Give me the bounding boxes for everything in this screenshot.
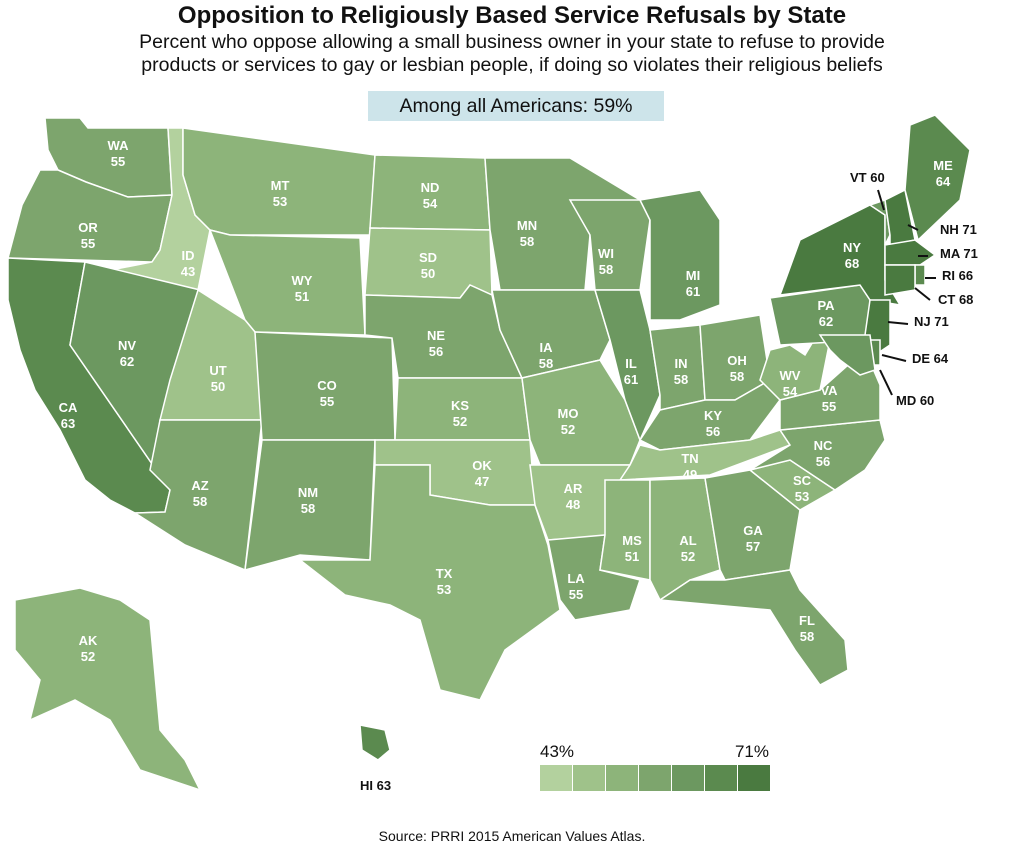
leader-line-de: [881, 354, 907, 362]
legend-swatch: [738, 765, 770, 791]
state-md: [818, 334, 876, 376]
label-mt: MT 53: [271, 178, 290, 209]
legend-swatch: [705, 765, 737, 791]
state-mi: [638, 189, 721, 321]
label-or: OR 55: [78, 220, 98, 251]
label-az: AZ 58: [191, 478, 208, 509]
state-fl: [657, 569, 849, 686]
label-ak: AK 52: [79, 633, 98, 664]
state-az: [132, 419, 263, 572]
label-nv: NV 62: [118, 338, 136, 369]
source-note: Source: PRRI 2015 American Values Atlas.: [378, 828, 646, 844]
label-mn: MN 58: [517, 218, 537, 249]
label-wi: WI 58: [598, 246, 614, 277]
label-tn: TN 49: [681, 451, 698, 482]
state-ct: [884, 264, 916, 296]
leader-line-nh: [907, 224, 919, 231]
label-wy: WY 51: [292, 273, 313, 304]
legend: 43% 71%: [540, 742, 770, 791]
leader-line-nj: [887, 321, 909, 325]
subtitle-line-1: Percent who oppose allowing a small busi…: [139, 31, 885, 53]
legend-swatch: [639, 765, 671, 791]
label-id: ID 43: [181, 248, 195, 279]
label-va: VA 55: [820, 383, 838, 414]
legend-min-label: 43%: [540, 742, 574, 761]
label-ks: KS 52: [451, 398, 469, 429]
state-mo: [521, 359, 641, 466]
label-mo: MO 52: [558, 406, 579, 437]
label-ct: CT 68: [938, 292, 973, 307]
label-nj: NJ 71: [914, 314, 949, 329]
state-ak: [14, 587, 202, 792]
label-ca: CA 63: [59, 400, 78, 431]
label-ia: IA 58: [539, 340, 553, 371]
state-shapes: [7, 114, 971, 792]
label-ar: AR 48: [564, 481, 583, 512]
label-wa: WA 55: [108, 138, 130, 169]
chart-subtitle: Percent who oppose allowing a small busi…: [0, 31, 1024, 77]
state-tx: [297, 464, 561, 701]
subtitle-line-2: products or services to gay or lesbian p…: [141, 54, 883, 76]
state-ri: [914, 264, 926, 286]
label-ri: RI 66: [942, 268, 973, 283]
state-vt: [868, 199, 891, 246]
label-vt: VT 60: [850, 170, 885, 185]
label-nc: NC 56: [814, 438, 833, 469]
label-nh: NH 71: [940, 222, 977, 237]
chart-title: Opposition to Religiously Based Service …: [177, 2, 847, 29]
label-wv: WV 54: [780, 368, 801, 399]
label-ne: NE 56: [427, 328, 445, 359]
label-sc: SC 53: [793, 473, 812, 504]
leader-line-vt: [877, 189, 885, 211]
state-nc: [749, 419, 886, 491]
leader-line-md: [879, 369, 893, 396]
label-nd: ND 54: [421, 180, 440, 211]
label-la: LA 55: [567, 571, 585, 602]
label-hi: HI 63: [360, 778, 391, 793]
label-co: CO 55: [317, 378, 337, 409]
state-ms: [599, 479, 651, 581]
label-ga: GA 57: [743, 523, 763, 554]
label-al: AL 52: [679, 533, 696, 564]
legend-swatch: [540, 765, 572, 791]
overall-callout: Among all Americans: 59%: [368, 91, 664, 121]
label-mi: MI 61: [686, 268, 700, 299]
label-ut: UT 50: [209, 363, 226, 394]
state-me: [904, 114, 971, 242]
label-ok: OK 47: [472, 458, 492, 489]
label-nm: NM 58: [298, 485, 318, 516]
leader-line-ct: [914, 287, 931, 301]
label-ms: MS 51: [622, 533, 642, 564]
state-mn: [484, 157, 642, 291]
label-pa: PA 62: [817, 298, 835, 329]
label-sd: SD 50: [419, 250, 437, 281]
legend-swatch: [573, 765, 605, 791]
state-labels: WA 55 OR 55 CA 63 ID 43 NV 62 MT 53 WY 51 UT 50 AZ 58 CO 55…: [59, 138, 978, 793]
legend-max-label: 71%: [735, 742, 769, 761]
label-ma: MA 71: [940, 246, 978, 261]
label-il: IL 61: [624, 356, 638, 387]
state-hi: [359, 724, 391, 761]
legend-swatch: [606, 765, 638, 791]
state-il: [593, 289, 661, 442]
label-in: IN 58: [674, 356, 688, 387]
label-de: DE 64: [912, 351, 949, 366]
label-md: MD 60: [896, 393, 934, 408]
label-ny: NY 68: [843, 240, 861, 271]
state-nm: [244, 439, 376, 572]
state-ma: [884, 239, 937, 266]
legend-swatch: [672, 765, 704, 791]
label-fl: FL 58: [799, 613, 815, 644]
label-me: ME 64: [933, 158, 953, 189]
label-ky: KY 56: [704, 408, 722, 439]
label-oh: OH 58: [727, 353, 747, 384]
label-tx: TX 53: [436, 566, 453, 597]
